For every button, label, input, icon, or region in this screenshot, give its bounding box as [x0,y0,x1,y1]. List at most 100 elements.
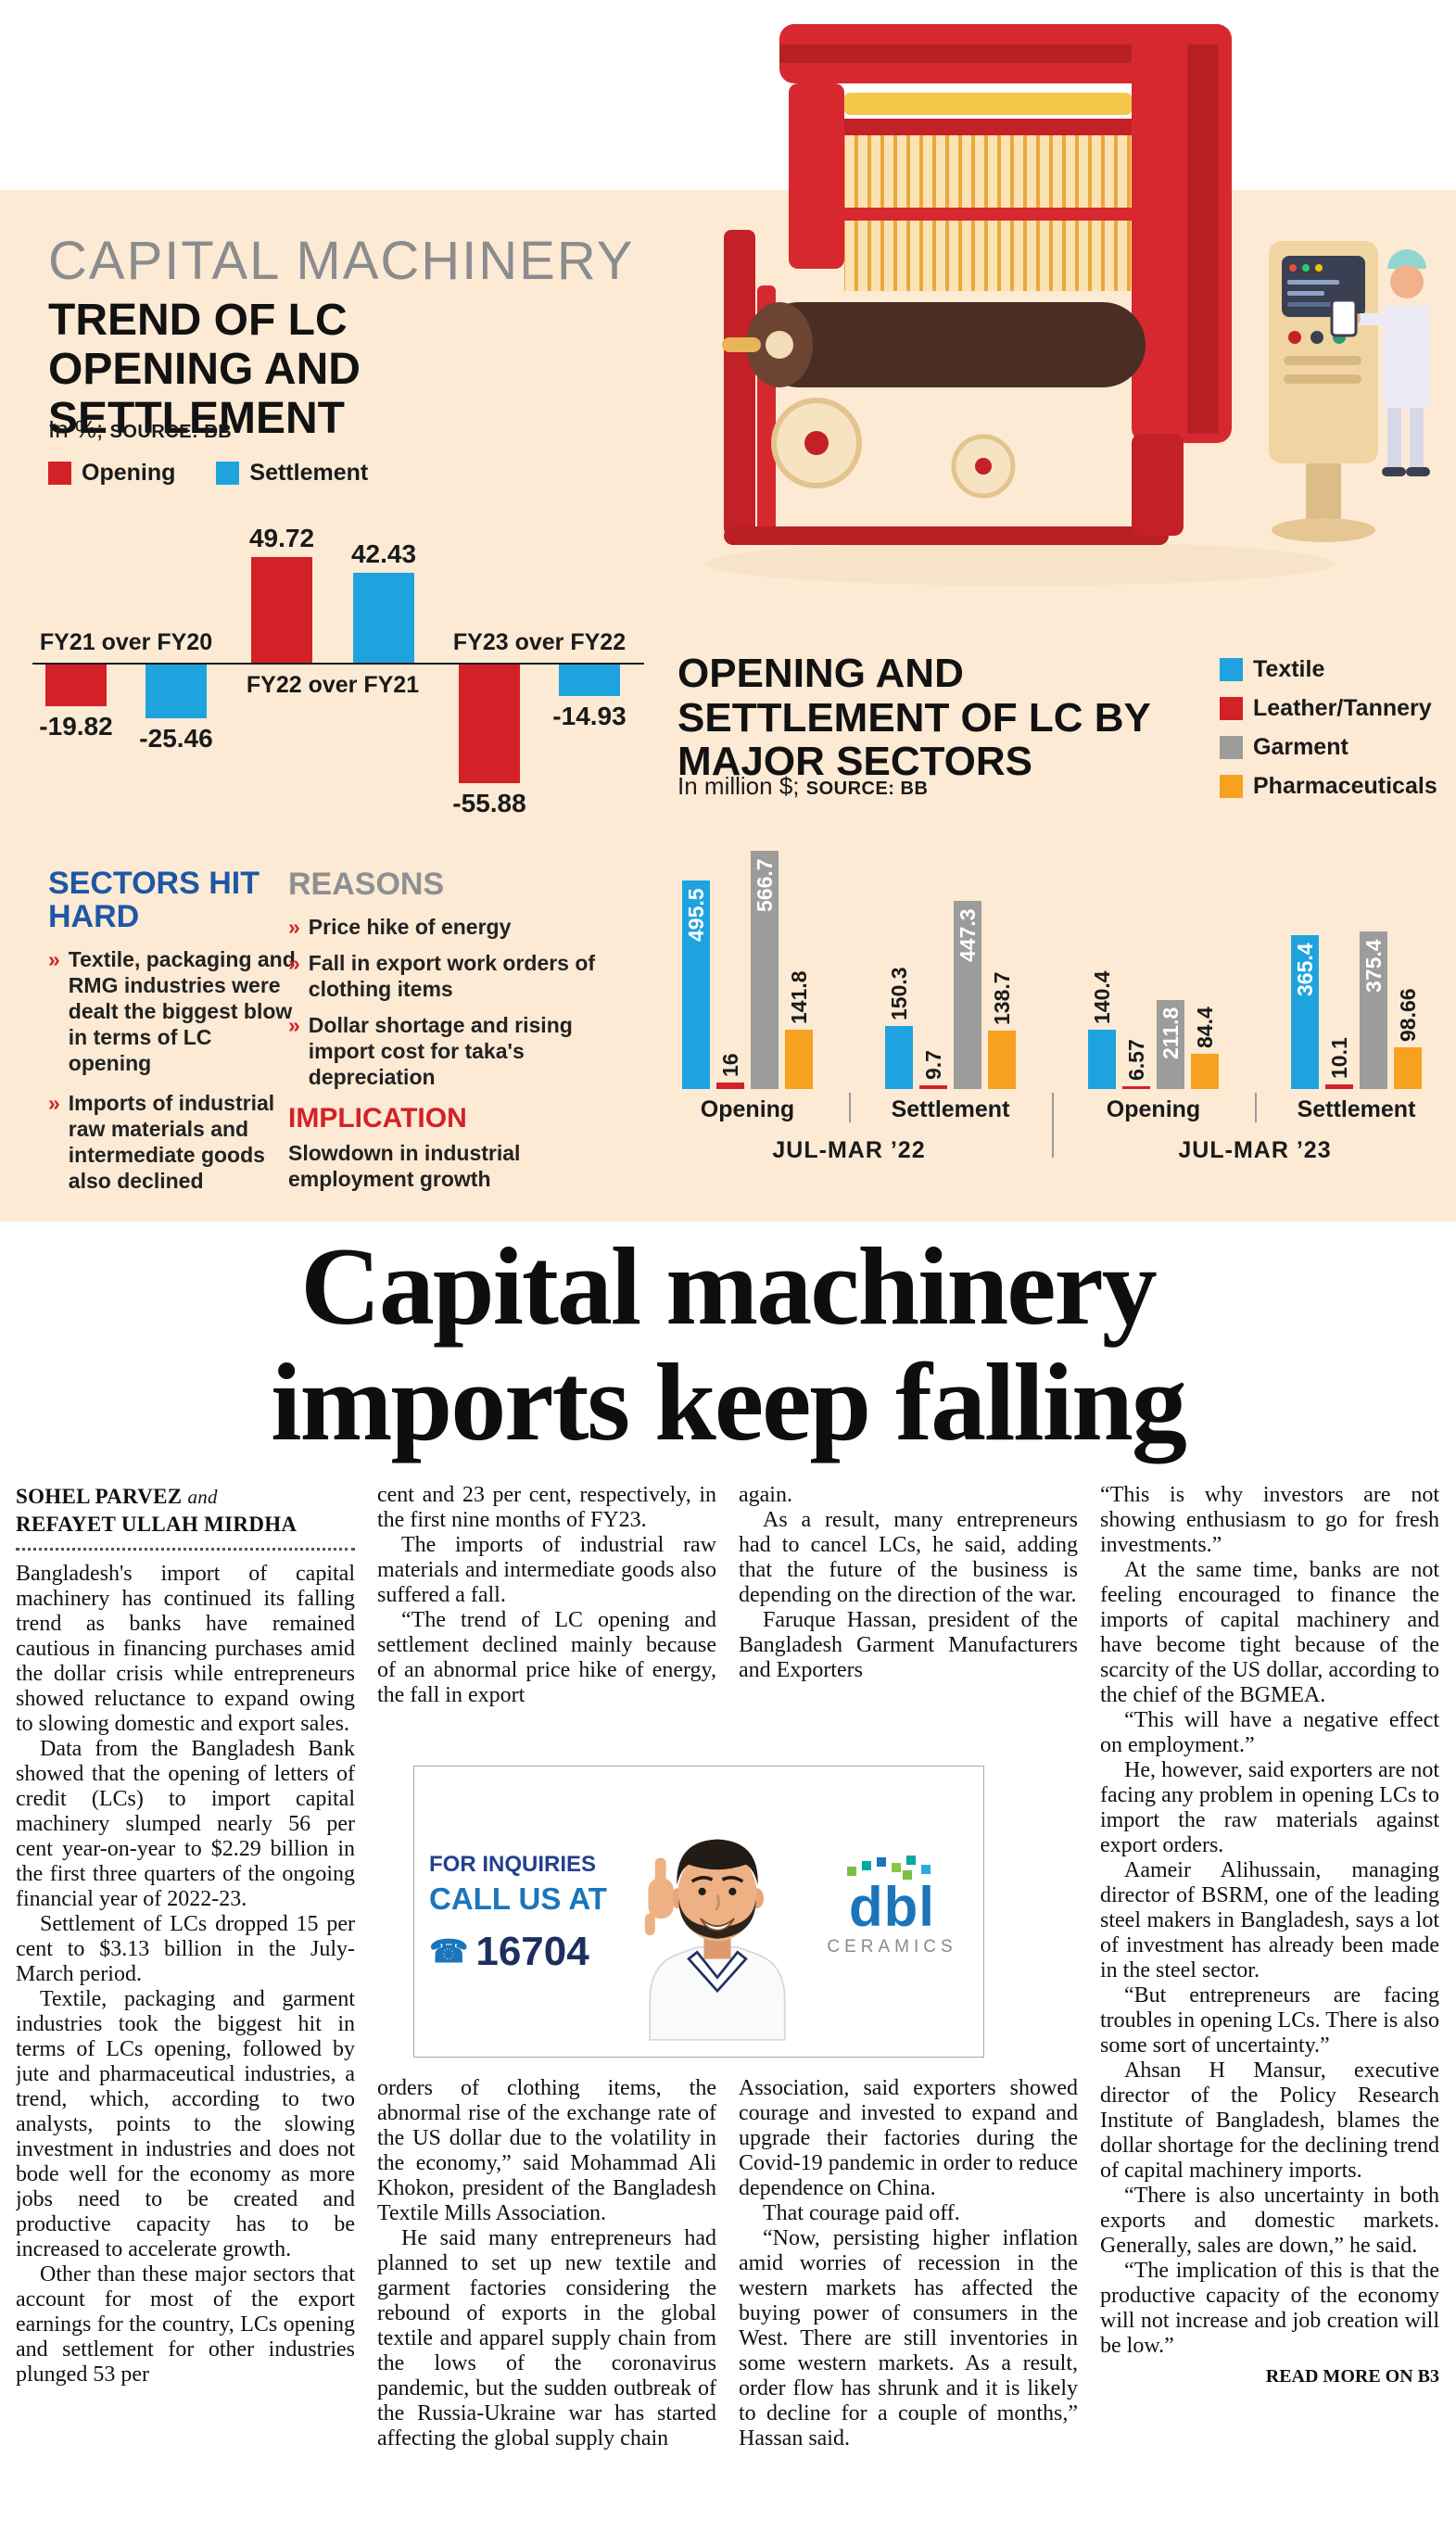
man-call-gesture-illustration [644,1839,786,2041]
bar [1157,999,1184,1089]
category-label: Opening [700,1096,795,1122]
category-label: FY21 over FY20 [39,629,213,655]
legend-label: Opening [82,460,176,486]
bar-value-label: -25.46 [139,724,213,754]
bar-value-label: -55.88 [452,788,526,817]
column-text: “This is why investors are not showing e… [1100,1483,1439,2359]
legend-item: Textile [1220,656,1437,683]
ad-person-photo [625,1778,810,2046]
article-paragraph: Bangladesh's import of capital machinery… [16,1561,355,1736]
bar [1360,931,1387,1089]
divider [1052,1093,1054,1158]
headline-line1: Capital machinery [300,1224,1158,1348]
sector-lc-chart: 495.5 16 566.7 141.8 Opening 150.3 9.7 447.3 138… [673,830,1451,1186]
bar-value-label: 447.3 [956,908,980,962]
brand-name: dbl [849,1875,935,1938]
category-label: Opening [1106,1096,1201,1122]
sectors-hit-hard-heading: SECTORS HIT HARD [48,866,260,935]
byline-author: REFAYET ULLAH MIRDHA [16,1512,298,1536]
article-paragraph: “Now, persisting higher inflation amid w… [739,2226,1078,2451]
bar-value-label: 211.8 [1158,1007,1183,1059]
bar [988,1031,1016,1089]
bullet-item: » Imports of industrial raw materials and… [48,1090,300,1194]
reasons-block: REASONS » Price hike of energy » Fall in ex… [288,867,622,1192]
chart-axis [32,663,644,665]
article-column-3: again. As a result, many entrepreneurs ha… [739,1483,1078,2546]
column-text: orders of clothing items, the abnormal r… [377,2076,716,2451]
lc-trend-chart: FY21 over FY20 -19.82 -25.46 FY22 over FY21… [32,500,644,820]
chart2-unit-note: In million $; SOURCE: BB [677,772,928,801]
phone-number: 16704 [475,1928,589,1974]
legend-item: Leather/Tannery [1220,695,1437,722]
article-paragraph: That courage paid off. [763,2201,960,2225]
headline-line2: imports keep falling [271,1339,1187,1463]
ad-text-block: FOR INQUIRIES CALL US AT ☎ 16704 [429,1852,619,1972]
legend-swatch [1220,697,1243,720]
bar-value-label: 566.7 [753,858,777,912]
reasons-list: » Price hike of energy » Fall in export wor… [288,914,622,1090]
bar [45,665,107,707]
legend-swatch [1220,775,1243,798]
column-text: cent and 23 per cent, respectively, in t… [377,1483,716,1761]
bar-value-label: 140.4 [1090,970,1114,1025]
legend-swatch [216,462,240,485]
divider [1255,1093,1257,1122]
brand-subtitle: CERAMICS [827,1936,957,1957]
bullet-text: Fall in export work orders of clothing i… [308,951,596,1002]
bar-value-label: -19.82 [39,712,113,741]
bar [682,880,710,1089]
group-label: JUL-MAR ’22 [772,1137,926,1163]
legend-label: Garment [1253,734,1348,760]
legend-item: Opening [48,460,175,487]
article-paragraph: “This will have a negative effect on emp… [1100,1708,1439,1757]
legend-label: Pharmaceuticals [1253,773,1437,799]
chevron-icon: » [288,1013,300,1038]
legend-label: Textile [1253,656,1325,682]
bar [251,557,312,663]
unit-note: In million $; [677,772,800,800]
bullet-item: » Price hike of energy [288,914,622,940]
article-paragraph: Other than these major sectors that acco… [16,2261,355,2387]
article-paragraph: As a result, many entrepreneurs had to c… [739,1508,1078,1607]
dbl-logo-dots-icon [847,1866,856,1876]
legend-item: Garment [1220,734,1437,761]
chevron-icon: » [48,1091,60,1116]
bar-value-label: 375.4 [1361,939,1386,993]
column-text: Bangladesh's import of capital machinery… [16,1562,355,2388]
bar [1291,935,1319,1089]
article-column-4: “This is why investors are not showing e… [1100,1483,1439,2546]
group-label: JUL-MAR ’23 [1178,1137,1332,1163]
bar [1088,1030,1116,1089]
article-paragraph: Faruque Hassan, president of the Banglad… [739,1608,1078,1682]
bar-value-label: 6.57 [1124,1039,1148,1082]
byline-author: SOHEL PARVEZ [16,1485,183,1508]
article-paragraph: “The implication of this is that the pro… [1100,2259,1439,2358]
bar [785,1029,813,1089]
chevron-icon: » [48,947,60,972]
byline-connector: and [187,1486,218,1508]
bar-value-label: 98.66 [1396,988,1420,1043]
weaving-machine-illustration [705,24,1430,586]
bar [146,665,207,719]
bar [1122,1086,1150,1089]
bar [919,1084,947,1089]
bar-value-label: 42.43 [350,539,417,569]
legend-swatch [48,462,71,485]
source-note: SOURCE: BB [805,779,929,799]
implication-heading: IMPLICATION [288,1103,467,1134]
bar-value-label: 10.1 [1327,1037,1351,1080]
bar [885,1025,913,1089]
category-label: Settlement [1297,1096,1416,1122]
bullet-item: » Dollar shortage and rising import cost … [288,1012,622,1090]
article-paragraph: again. [739,1483,792,1507]
bullet-text: Imports of industrial raw materials and … [68,1091,275,1194]
article-paragraph: “But entrepreneurs are facing troubles i… [1100,1983,1439,2058]
reasons-heading: REASONS [288,867,445,902]
bullet-text: Textile, packaging and RMG industries we… [68,947,296,1076]
chart1-legend: Opening Settlement [48,460,368,487]
bullet-item: » Textile, packaging and RMG industries w… [48,946,300,1076]
article-paragraph: “This is why investors are not showing e… [1100,1483,1439,1557]
chevron-icon: » [288,951,300,976]
article-body: SOHEL PARVEZ and REFAYET ULLAH MIRDHA Ba… [0,1483,1456,2546]
